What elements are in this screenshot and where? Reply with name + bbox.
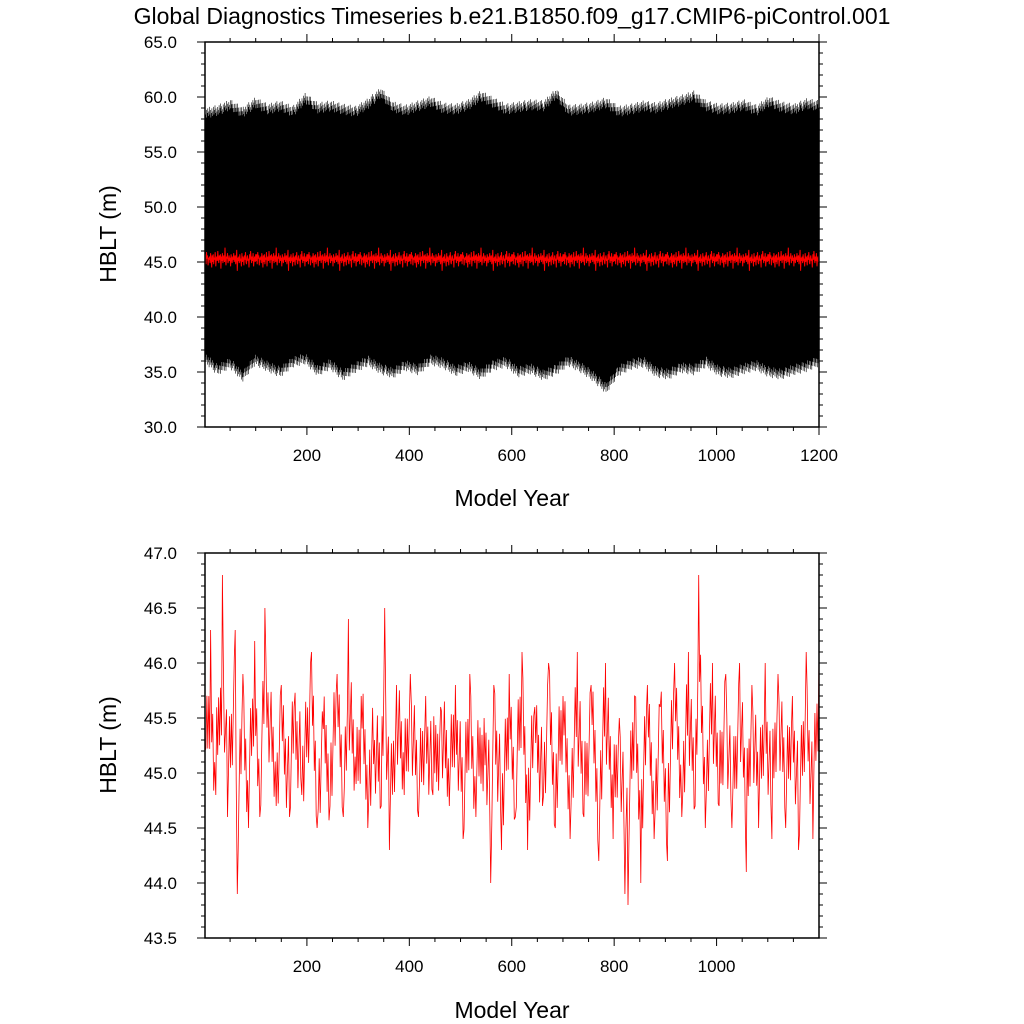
top-data-black xyxy=(204,89,820,392)
y-tick-label: 65.0 xyxy=(144,33,177,52)
x-tick-label: 1000 xyxy=(698,957,736,976)
y-tick-label: 46.0 xyxy=(144,654,177,673)
bottom-x-axis-label: Model Year xyxy=(454,997,569,1023)
series-monthly-black xyxy=(204,89,820,392)
top-y-axis-label: HBLT (m) xyxy=(95,185,121,283)
y-tick-label: 40.0 xyxy=(144,308,177,327)
x-tick-label: 800 xyxy=(600,957,628,976)
y-tick-label: 46.5 xyxy=(144,599,177,618)
top-data-red xyxy=(204,247,820,271)
x-tick-label: 600 xyxy=(498,446,526,465)
bottom-data-red xyxy=(204,574,820,906)
x-tick-label: 200 xyxy=(293,446,321,465)
x-tick-label: 800 xyxy=(600,446,628,465)
y-tick-label: 35.0 xyxy=(144,363,177,382)
y-tick-label: 45.0 xyxy=(144,764,177,783)
figure-title: Global Diagnostics Timeseries b.e21.B185… xyxy=(134,3,891,29)
bottom-y-axis-label: HBLT (m) xyxy=(95,696,121,794)
x-tick-label: 400 xyxy=(395,957,423,976)
y-tick-label: 43.5 xyxy=(144,929,177,948)
series-annual-red-bottom xyxy=(204,574,820,906)
series-annual-red-top xyxy=(204,247,820,271)
chart-panel-top: 200 400 600 800 1000 1200 30.0 35.0 40.0 45.0 50.0… xyxy=(95,33,838,511)
bottom-ticks: 200 400 600 800 1000 43.5 44.0 44.5 45.0 45.5 46.0… xyxy=(144,544,827,976)
x-tick-label: 1000 xyxy=(698,446,736,465)
y-tick-label: 45.0 xyxy=(144,253,177,272)
top-x-axis-label: Model Year xyxy=(454,485,569,511)
y-tick-label: 50.0 xyxy=(144,198,177,217)
y-tick-label: 60.0 xyxy=(144,88,177,107)
chart-panel-bottom: 200 400 600 800 1000 43.5 44.0 44.5 45.0 45.5 46.0… xyxy=(95,544,827,1023)
y-tick-label: 30.0 xyxy=(144,418,177,437)
x-tick-label: 200 xyxy=(293,957,321,976)
x-tick-label: 600 xyxy=(498,957,526,976)
y-tick-label: 45.5 xyxy=(144,709,177,728)
y-tick-label: 44.5 xyxy=(144,819,177,838)
y-tick-label: 47.0 xyxy=(144,544,177,563)
y-tick-label: 55.0 xyxy=(144,143,177,162)
x-tick-label: 400 xyxy=(395,446,423,465)
top-ticks: 200 400 600 800 1000 1200 30.0 35.0 40.0 45.0 50.0… xyxy=(144,33,838,465)
x-tick-label: 1200 xyxy=(800,446,838,465)
y-tick-label: 44.0 xyxy=(144,874,177,893)
